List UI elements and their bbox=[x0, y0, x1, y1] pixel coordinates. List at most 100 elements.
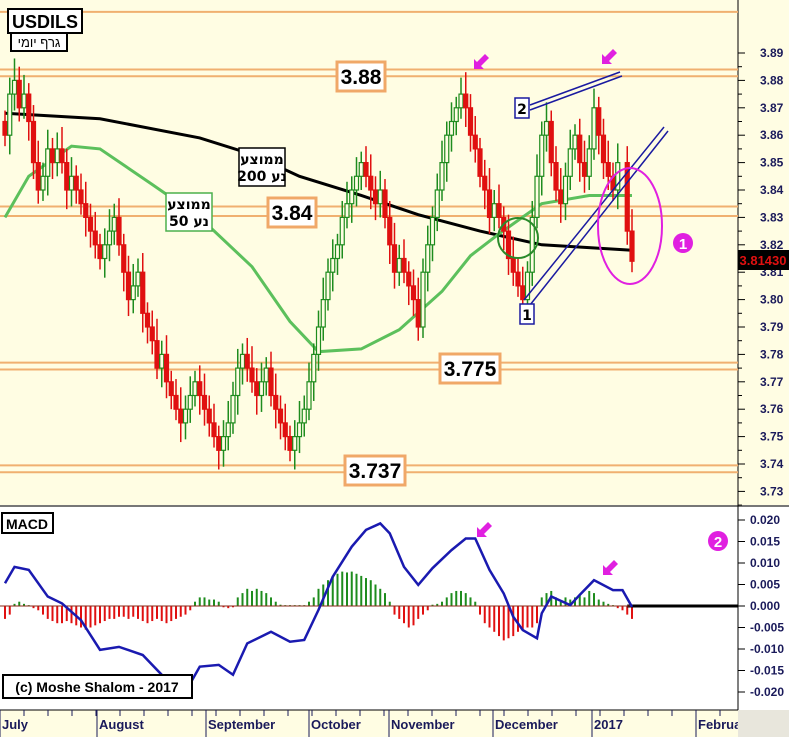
candle-body bbox=[26, 93, 32, 123]
candle-body bbox=[434, 189, 440, 218]
svg-text:גרף יומי: גרף יומי bbox=[18, 35, 61, 50]
candle-body bbox=[368, 175, 374, 191]
candle-body bbox=[524, 271, 531, 301]
ma50-label: ממוצע נע 50 bbox=[165, 192, 213, 232]
candle-body bbox=[73, 175, 79, 191]
candle-body bbox=[562, 175, 569, 205]
price-tick-label: 3.73 bbox=[760, 484, 784, 498]
candle-body bbox=[387, 216, 393, 246]
candle-body bbox=[220, 436, 227, 451]
price-tick-label: 3.82 bbox=[760, 238, 784, 252]
candle-body bbox=[249, 367, 255, 383]
svg-text:USDILS: USDILS bbox=[12, 12, 78, 32]
candle-body bbox=[235, 367, 241, 397]
price-tick-label: 3.86 bbox=[760, 128, 784, 142]
price-tick-label: 3.76 bbox=[760, 402, 784, 416]
price-tick-label: 3.77 bbox=[760, 375, 784, 389]
candle-body bbox=[87, 216, 94, 232]
arrow-icon bbox=[602, 49, 617, 64]
candle-body bbox=[363, 162, 369, 177]
candle-body bbox=[287, 436, 293, 451]
candle-body bbox=[49, 148, 56, 164]
candle-body bbox=[353, 175, 360, 191]
svg-text:נע 50: נע 50 bbox=[169, 214, 209, 230]
candle-body bbox=[325, 271, 331, 301]
month-label: December bbox=[495, 717, 558, 732]
macd-tick-label: 0.005 bbox=[750, 578, 780, 592]
candle-body bbox=[377, 189, 383, 205]
price-tick-label: 3.79 bbox=[760, 320, 784, 334]
candle-body bbox=[277, 408, 284, 424]
candle-body bbox=[600, 134, 607, 164]
candle-body bbox=[510, 257, 516, 273]
candle-body bbox=[78, 189, 84, 205]
candle-body bbox=[301, 408, 307, 424]
svg-text:3.81430: 3.81430 bbox=[740, 253, 787, 268]
svg-text:ממוצע: ממוצע bbox=[167, 197, 211, 213]
candle-body bbox=[116, 216, 122, 246]
axis-corner bbox=[738, 710, 789, 737]
candle-body bbox=[410, 285, 417, 301]
candle-body bbox=[154, 340, 160, 369]
candle-body bbox=[263, 367, 269, 383]
price-tick-label: 3.84 bbox=[760, 183, 784, 197]
candle-body bbox=[178, 408, 184, 424]
svg-text:3.775: 3.775 bbox=[444, 358, 497, 381]
candle-body bbox=[130, 285, 136, 301]
candle-body bbox=[339, 216, 345, 246]
candle-body bbox=[543, 120, 550, 136]
candle-body bbox=[54, 148, 60, 164]
candle-body bbox=[159, 353, 165, 369]
candle-body bbox=[334, 244, 341, 260]
candle-body bbox=[496, 203, 502, 218]
trendline-label-2: 2 bbox=[514, 97, 530, 119]
callout-1: 1 bbox=[673, 233, 693, 253]
svg-text:3.737: 3.737 bbox=[349, 460, 402, 483]
svg-text:2: 2 bbox=[714, 534, 722, 551]
candle-body bbox=[173, 394, 179, 410]
candle-body bbox=[320, 299, 326, 328]
svg-text:1: 1 bbox=[522, 308, 532, 324]
candle-body bbox=[197, 381, 203, 397]
candle-body bbox=[83, 203, 89, 218]
month-label: 2017 bbox=[594, 717, 623, 732]
candle-body bbox=[615, 162, 621, 191]
price-tick-label: 3.87 bbox=[760, 101, 784, 115]
candle-body bbox=[216, 436, 222, 451]
candle-body bbox=[529, 216, 535, 273]
macd-tick-label: -0.010 bbox=[750, 642, 784, 656]
candle-body bbox=[467, 107, 474, 136]
candle-body bbox=[548, 120, 554, 164]
crossover-circle bbox=[497, 217, 539, 259]
candle-body bbox=[624, 162, 630, 232]
candle-body bbox=[401, 257, 407, 273]
candle-body bbox=[486, 189, 493, 218]
candle-body bbox=[149, 326, 155, 342]
level-label-3.88: 3.88 bbox=[335, 60, 387, 93]
price-tick-label: 3.85 bbox=[760, 156, 784, 170]
candle-body bbox=[230, 394, 236, 424]
candle-body bbox=[187, 394, 193, 410]
arrow-icon bbox=[603, 560, 618, 575]
candle-body bbox=[382, 189, 388, 218]
candle-body bbox=[391, 244, 398, 273]
candle-body bbox=[534, 175, 540, 219]
ma200-label: ממוצע נע 200 bbox=[237, 147, 287, 187]
svg-text:ממוצע: ממוצע bbox=[240, 152, 284, 168]
candle-body bbox=[11, 79, 18, 95]
candle-body bbox=[59, 148, 65, 164]
copyright: (c) Moshe Shalom - 2017 bbox=[2, 674, 193, 699]
highlight-ellipse bbox=[597, 167, 663, 285]
level-label-3.737: 3.737 bbox=[343, 454, 407, 487]
candle-body bbox=[225, 422, 231, 438]
month-label: November bbox=[391, 717, 455, 732]
candle-body bbox=[125, 271, 132, 301]
candle-body bbox=[463, 93, 469, 109]
callout-2: 2 bbox=[708, 531, 728, 551]
month-label: September bbox=[208, 717, 275, 732]
candle-body bbox=[515, 271, 521, 287]
candle-body bbox=[92, 230, 98, 246]
macd-tick-label: -0.005 bbox=[750, 621, 784, 635]
candle-body bbox=[472, 134, 478, 150]
